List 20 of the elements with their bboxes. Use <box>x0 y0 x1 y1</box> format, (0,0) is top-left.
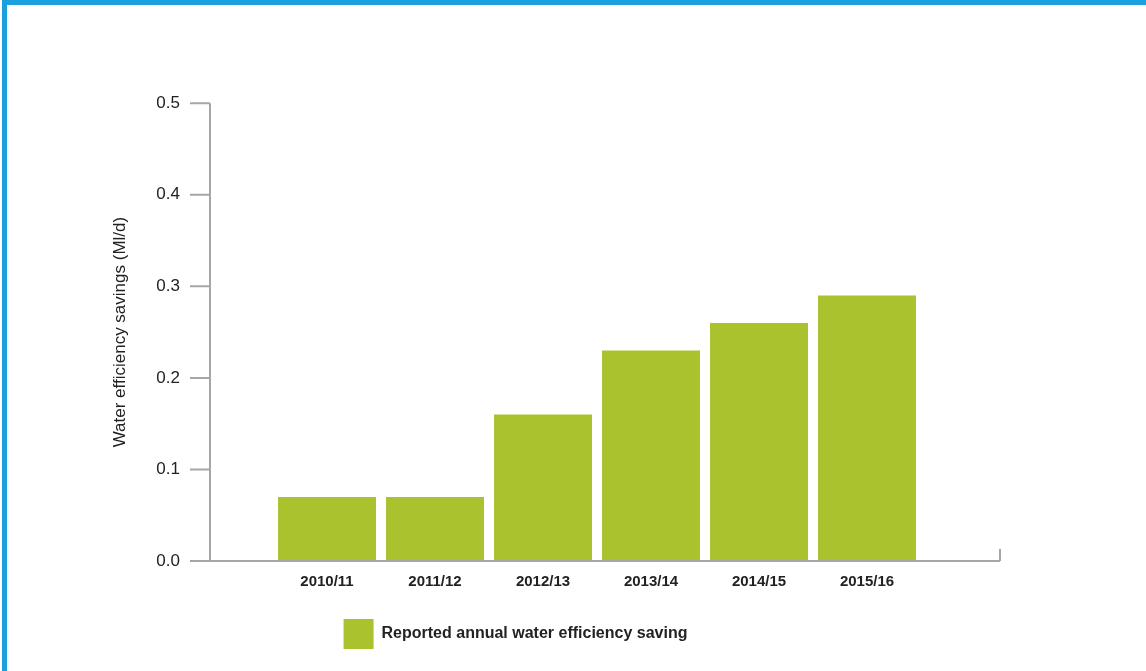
x-tick-label: 2014/15 <box>731 572 787 590</box>
y-tick-label: 0.5 <box>156 92 180 112</box>
x-tick-label: 2010/11 <box>300 572 354 590</box>
y-tick-label: 0.0 <box>156 550 180 570</box>
x-tick-label: 2012/13 <box>515 572 571 590</box>
x-tick-label: 2015/16 <box>839 572 895 590</box>
y-tick-label: 0.1 <box>156 459 180 479</box>
bar <box>278 496 376 561</box>
bar <box>818 295 916 561</box>
bar <box>602 350 700 561</box>
y-tick-label: 0.3 <box>156 276 180 296</box>
x-tick-label: 2013/14 <box>623 572 679 590</box>
legend-label: Reported annual water efficiency saving <box>381 624 688 642</box>
bar <box>710 322 808 561</box>
y-axis-title: Water efficiency savings (Ml/d) <box>109 216 129 448</box>
y-tick-label: 0.2 <box>156 367 180 387</box>
y-tick-label: 0.4 <box>156 184 180 204</box>
bar <box>386 496 484 561</box>
bar <box>494 414 592 561</box>
x-tick-label: 2011/12 <box>408 572 462 590</box>
